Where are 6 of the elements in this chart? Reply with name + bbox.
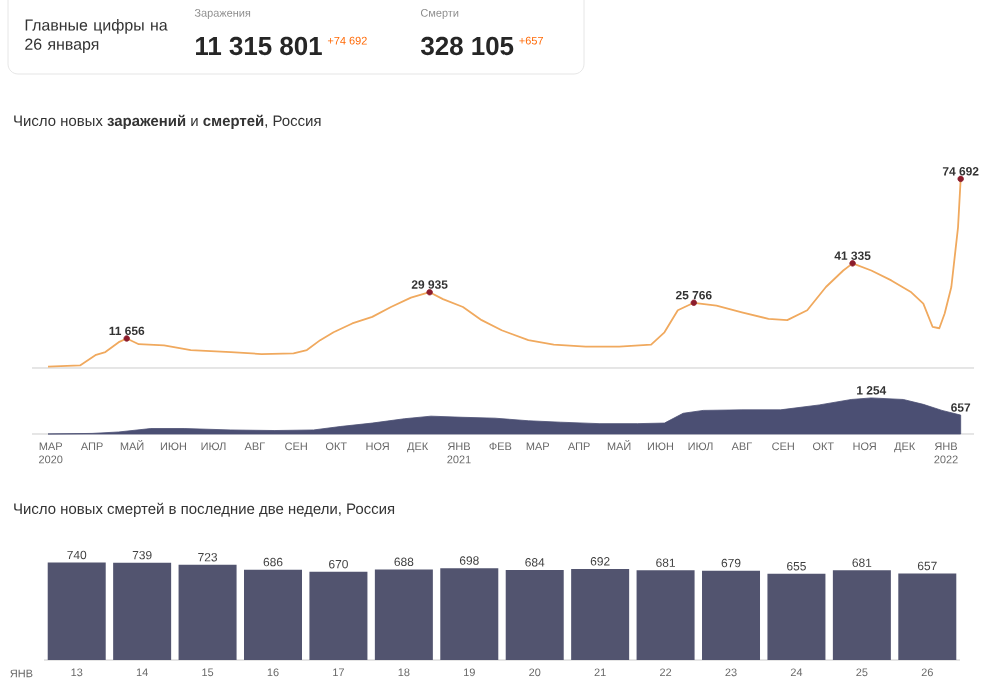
point	[426, 289, 433, 296]
point	[957, 175, 964, 183]
text: 11 315 801	[196, 36, 322, 56]
point	[123, 335, 130, 342]
text: 328 105	[421, 36, 514, 56]
point	[849, 260, 856, 267]
